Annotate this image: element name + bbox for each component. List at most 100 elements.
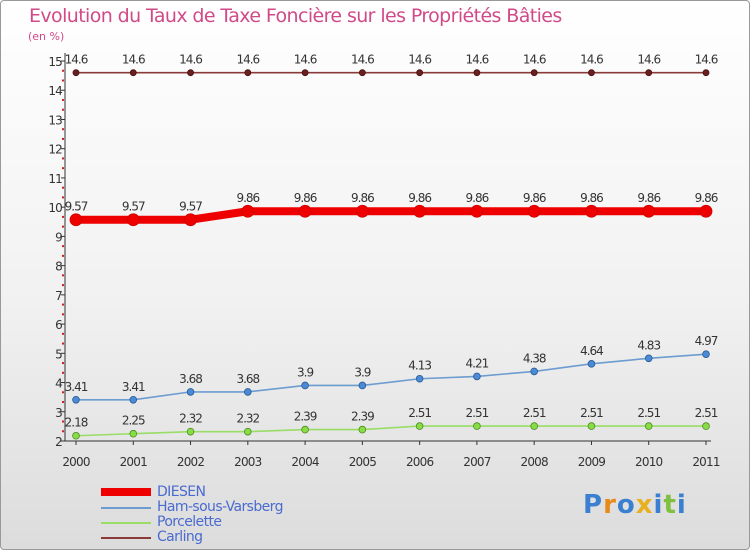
data-label-carling-2000: 14.6 — [65, 53, 88, 67]
data-point-ham-sous-varsberg-2004 — [301, 381, 309, 390]
data-point-carling-2011 — [702, 69, 710, 77]
y-minor-tick — [62, 128, 64, 131]
data-point-carling-2007 — [473, 69, 481, 77]
data-point-porcelette-2003 — [244, 427, 252, 436]
logo-letter-i1: i — [653, 490, 664, 520]
data-label-carling-2002: 14.6 — [179, 53, 202, 67]
data-point-porcelette-2010 — [644, 422, 653, 430]
data-label-ham-sous-varsberg-2005: 3.9 — [354, 365, 370, 379]
data-label-porcelette-2002: 2.32 — [179, 412, 202, 426]
legend-item-carling: Carling — [101, 529, 401, 545]
data-point-diesen-2008 — [527, 204, 541, 218]
data-label-porcelette-2004: 2.39 — [294, 410, 317, 424]
data-label-diesen-2005: 9.86 — [351, 191, 374, 205]
legend-label-ham-sous-varsberg: Ham-sous-Varsberg — [157, 499, 283, 515]
data-point-diesen-2005 — [355, 204, 369, 218]
data-point-porcelette-2000 — [72, 431, 80, 440]
data-point-diesen-2004 — [298, 204, 312, 218]
y-tick-label-12: 12 — [48, 143, 62, 157]
legend-item-ham-sous-varsberg: Ham-sous-Varsberg — [101, 499, 401, 515]
data-label-carling-2004: 14.6 — [294, 53, 317, 67]
legend-label-carling: Carling — [157, 529, 203, 545]
x-tick-label-2001: 2001 — [120, 455, 148, 469]
data-point-porcelette-2001 — [129, 429, 138, 438]
y-tick-label-13: 13 — [48, 113, 62, 127]
data-point-carling-2001 — [129, 69, 137, 77]
y-minor-tick — [62, 245, 64, 248]
data-point-carling-2003 — [244, 69, 252, 77]
y-tick-label-9: 9 — [55, 230, 62, 244]
data-point-diesen-2007 — [470, 204, 484, 218]
x-tick-label-2003: 2003 — [234, 455, 262, 469]
data-label-carling-2010: 14.6 — [637, 53, 660, 67]
data-point-ham-sous-varsberg-2008 — [530, 367, 538, 376]
data-point-ham-sous-varsberg-2005 — [358, 381, 367, 390]
y-tick-label-14: 14 — [48, 84, 62, 98]
y-minor-tick — [62, 98, 64, 101]
data-label-diesen-2002: 9.57 — [179, 200, 202, 214]
data-point-carling-2000 — [72, 69, 80, 77]
data-label-carling-2011: 14.6 — [695, 53, 718, 67]
y-minor-tick — [62, 69, 64, 72]
data-point-ham-sous-varsberg-2006 — [415, 374, 424, 383]
data-label-diesen-2000: 9.57 — [65, 200, 88, 214]
data-label-porcelette-2010: 2.51 — [637, 406, 660, 420]
data-point-carling-2006 — [416, 69, 424, 77]
data-label-porcelette-2009: 2.51 — [580, 406, 603, 420]
data-point-diesen-2000 — [69, 213, 83, 227]
data-label-diesen-2007: 9.86 — [466, 191, 489, 205]
y-minor-tick — [62, 430, 64, 433]
data-label-ham-sous-varsberg-2000: 3.41 — [65, 380, 88, 394]
logo-letter-p: P — [583, 490, 604, 520]
y-minor-tick — [62, 332, 64, 335]
data-point-carling-2010 — [645, 69, 653, 77]
y-minor-tick — [62, 157, 64, 160]
chart-title: Evolution du Taux de Taxe Foncière sur l… — [29, 5, 562, 27]
series-line-diesen — [76, 207, 706, 224]
y-tick-label-8: 8 — [55, 260, 62, 274]
data-point-porcelette-2005 — [358, 425, 367, 434]
data-label-porcelette-2008: 2.51 — [523, 406, 546, 420]
y-tick-label-6: 6 — [55, 318, 62, 332]
x-tick-label-2000: 2000 — [62, 455, 90, 469]
y-minor-tick — [62, 313, 64, 316]
legend-label-porcelette: Porcelette — [157, 514, 222, 530]
data-label-diesen-2001: 9.57 — [122, 200, 145, 214]
y-tick-label-3: 3 — [55, 406, 62, 420]
data-label-porcelette-2006: 2.51 — [408, 406, 431, 420]
data-point-ham-sous-varsberg-2002 — [186, 388, 195, 396]
x-tick-label-2004: 2004 — [291, 455, 319, 469]
data-point-diesen-2006 — [413, 204, 427, 218]
data-label-ham-sous-varsberg-2010: 4.83 — [637, 338, 660, 352]
data-label-porcelette-2003: 2.32 — [236, 412, 259, 426]
x-tick-label-2010: 2010 — [635, 455, 663, 469]
data-label-ham-sous-varsberg-2001: 3.41 — [122, 380, 145, 394]
data-point-diesen-2009 — [585, 204, 598, 218]
x-tick-label-2009: 2009 — [578, 455, 606, 469]
data-point-carling-2009 — [588, 69, 595, 77]
data-point-ham-sous-varsberg-2003 — [244, 388, 252, 396]
x-tick-label-2005: 2005 — [349, 455, 377, 469]
y-minor-tick — [62, 225, 64, 228]
y-tick-label-5: 5 — [55, 347, 62, 361]
data-label-diesen-2006: 9.86 — [408, 191, 431, 205]
y-minor-tick — [62, 401, 64, 404]
y-tick-label-10: 10 — [48, 201, 62, 215]
legend: DIESEN Ham-sous-Varsberg Porcelette Carl… — [101, 484, 401, 545]
data-label-diesen-2003: 9.86 — [236, 191, 259, 205]
data-point-carling-2005 — [358, 69, 366, 77]
y-minor-tick — [62, 371, 64, 374]
series-line-porcelette — [75, 425, 706, 437]
proxiti-logo: Proxiti — [583, 490, 687, 520]
legend-label-diesen: DIESEN — [157, 484, 206, 500]
data-point-diesen-2011 — [699, 204, 713, 218]
legend-swatch-porcelette — [101, 522, 151, 524]
y-minor-tick — [62, 186, 64, 189]
x-tick-label-2007: 2007 — [463, 455, 491, 469]
data-point-ham-sous-varsberg-2001 — [129, 395, 138, 404]
legend-item-diesen: DIESEN — [101, 484, 401, 500]
y-minor-tick — [62, 196, 64, 199]
data-label-ham-sous-varsberg-2008: 4.38 — [523, 351, 546, 365]
